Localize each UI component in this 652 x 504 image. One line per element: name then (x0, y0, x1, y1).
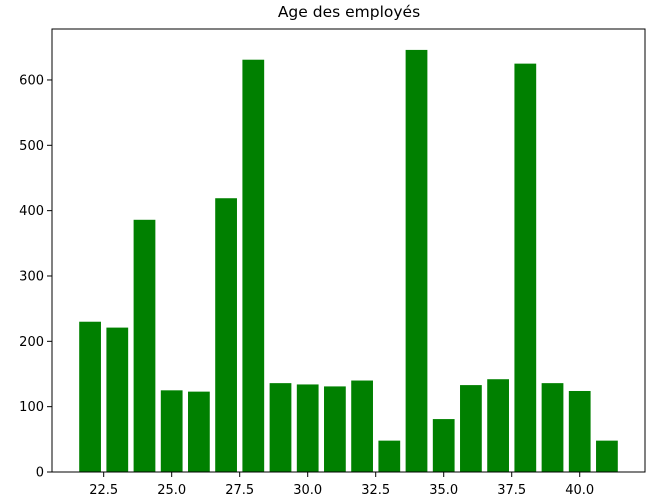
bar-age-26 (188, 391, 210, 472)
bar-age-41 (596, 440, 618, 472)
chart-title: Age des employés (278, 3, 420, 21)
y-tick-label: 0 (36, 466, 44, 481)
x-tick-label: 27.5 (225, 483, 254, 498)
bar-age-30 (296, 384, 319, 472)
bar-age-23 (106, 327, 129, 472)
bar-age-22 (79, 321, 101, 472)
x-axis: 22.5 25.0 27.5 30.0 32.5 35.0 37.5 40.0 (89, 472, 594, 498)
bar-age-25 (160, 390, 183, 472)
bar-age-36 (460, 385, 482, 472)
bar-age-24 (133, 219, 156, 472)
bar-age-28 (242, 59, 265, 472)
y-axis: 0 100 200 300 400 500 600 (19, 73, 52, 481)
x-tick-label: 30.0 (293, 483, 322, 498)
bar-age-40 (568, 390, 591, 472)
x-tick-label: 35.0 (429, 483, 458, 498)
y-tick-label: 100 (19, 400, 44, 415)
y-tick-label: 200 (19, 335, 44, 350)
bars-group (79, 49, 618, 473)
y-tick-label: 500 (19, 139, 44, 154)
bar-age-37 (487, 379, 509, 472)
y-tick-label: 400 (19, 204, 44, 219)
y-tick-label: 600 (19, 73, 44, 88)
bar-age-34 (405, 49, 428, 472)
x-tick-label: 40.0 (565, 483, 594, 498)
plot-frame (51, 28, 646, 473)
x-tick-label: 22.5 (89, 483, 118, 498)
bar-age-33 (378, 440, 401, 472)
bar-age-32 (351, 380, 373, 472)
bar-age-31 (324, 386, 346, 472)
bar-age-39 (541, 383, 564, 472)
x-tick-label: 37.5 (497, 483, 526, 498)
x-tick-label: 32.5 (361, 483, 390, 498)
bar-age-27 (215, 198, 237, 472)
y-tick-label: 300 (19, 269, 44, 284)
bar-age-35 (432, 419, 455, 472)
bar-age-29 (269, 383, 292, 472)
x-tick-label: 25.0 (157, 483, 186, 498)
bar-age-38 (514, 63, 537, 473)
